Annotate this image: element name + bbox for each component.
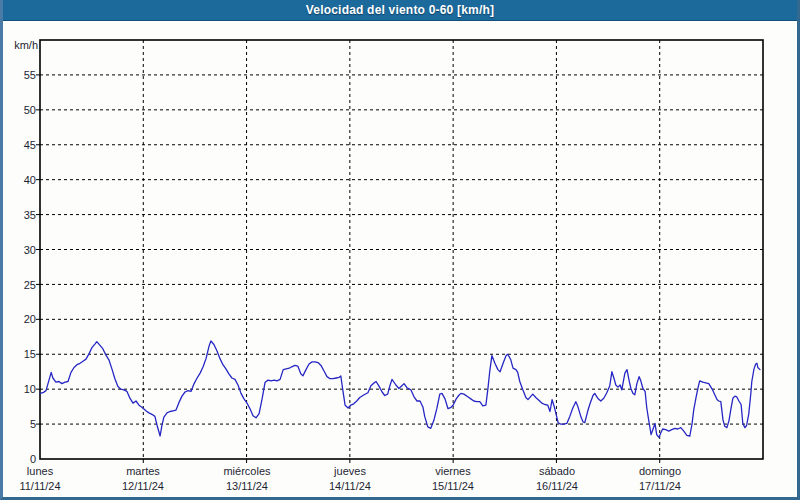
gridlines bbox=[40, 40, 763, 459]
wind-speed-chart bbox=[0, 0, 800, 500]
axis-ticks bbox=[36, 75, 660, 463]
